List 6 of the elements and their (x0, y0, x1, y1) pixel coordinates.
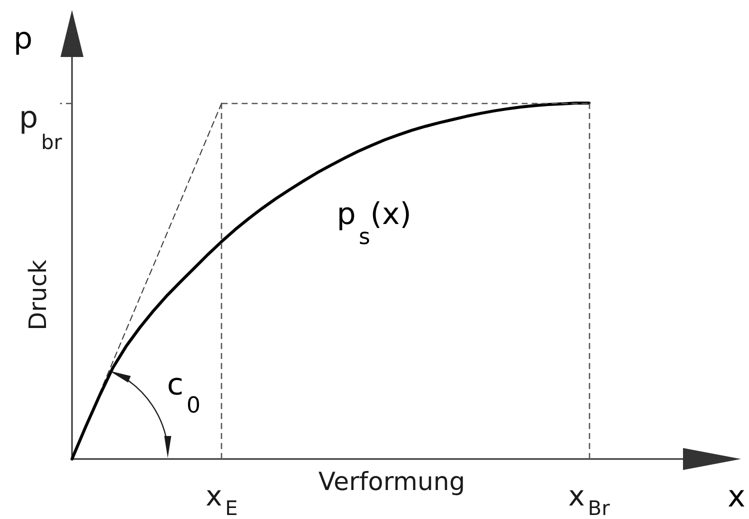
y-axis-title: Druck (24, 260, 52, 330)
text: x (728, 480, 746, 514)
series-label: ps(x) (336, 197, 412, 250)
ref-line-label: pbr (19, 100, 63, 154)
x-axis-title: Verformung (318, 467, 466, 496)
text: p (13, 22, 33, 56)
